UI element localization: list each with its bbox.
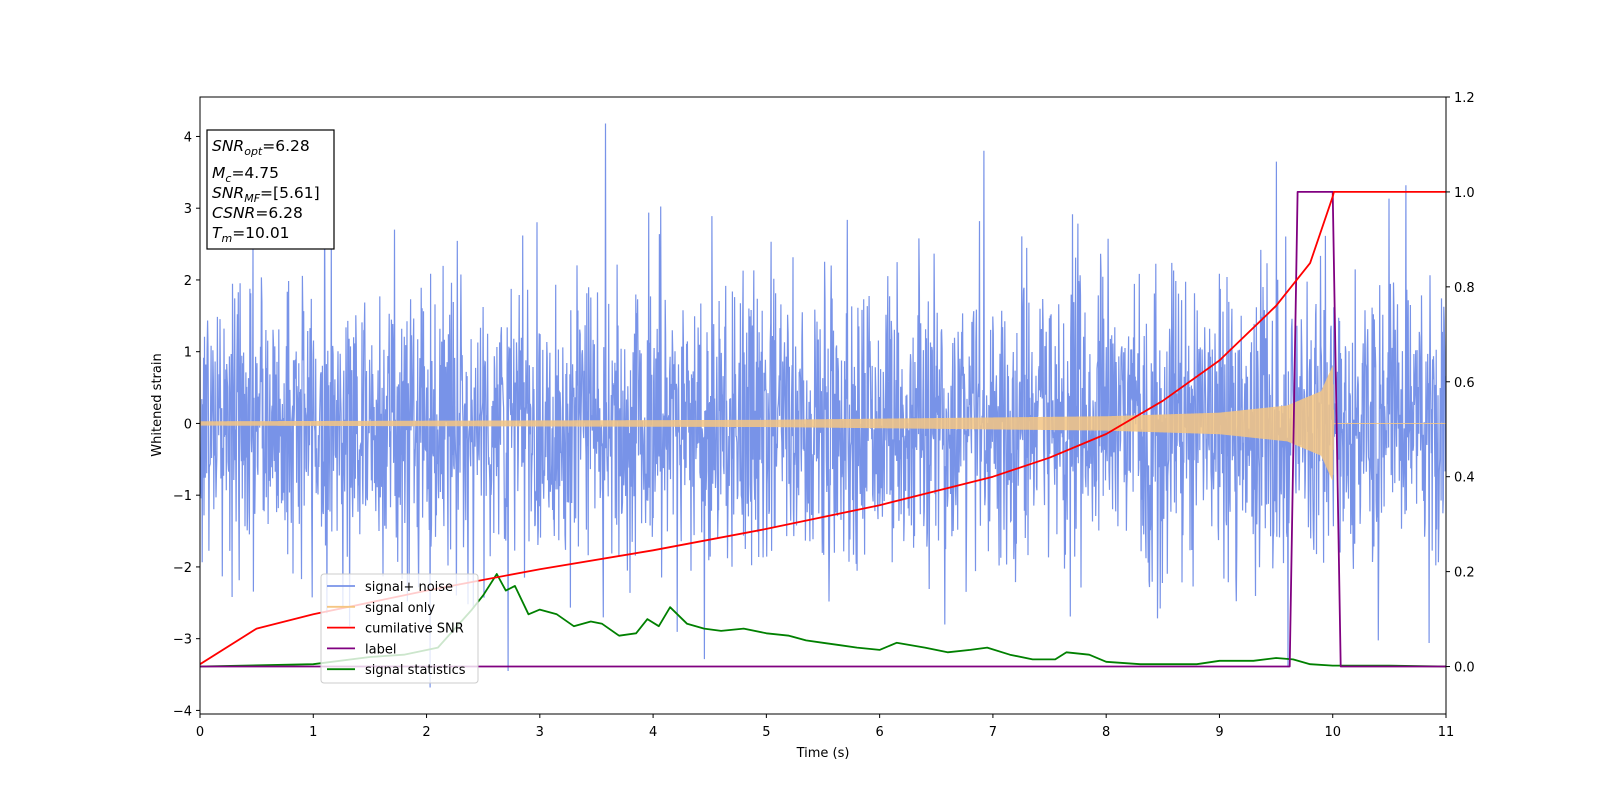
x-axis-title: Time (s): [796, 746, 850, 761]
y-axis-right: 0.0 0.2 0.4 0.6 0.8 1.0 1.2: [1446, 91, 1475, 676]
series-signal-only: [200, 366, 1446, 480]
plot-frame: [199, 96, 1447, 715]
y-tick-label: 1: [184, 346, 192, 361]
y-tick-label: −3: [173, 633, 192, 648]
info-tm: Tm=10.01: [212, 224, 290, 245]
info-csnr: CSNR=6.28: [212, 204, 303, 222]
x-tick-label: 7: [989, 725, 997, 740]
x-tick-label: 8: [1102, 725, 1110, 740]
info-mc: Mc=4.75: [212, 164, 279, 185]
y2-tick-label: 0.4: [1454, 471, 1475, 486]
legend-label: cumilative SNR: [365, 622, 464, 637]
x-tick-label: 10: [1324, 725, 1341, 740]
series-label: [200, 191, 1446, 668]
y2-tick-label: 0.6: [1454, 376, 1475, 391]
info-snr-opt: SNRopt=6.28: [212, 137, 310, 158]
y2-tick-label: 0.2: [1454, 566, 1475, 581]
y-tick-label: 2: [184, 274, 192, 289]
legend: signal+ noise signal only cumilative SNR la…: [320, 573, 479, 684]
x-tick-label: 6: [875, 725, 883, 740]
x-tick-label: 2: [422, 725, 430, 740]
legend-frame: [320, 573, 479, 684]
y-tick-label: −1: [173, 489, 192, 504]
x-tick-label: 11: [1438, 725, 1455, 740]
x-tick-label: 0: [196, 725, 204, 740]
legend-label: label: [365, 642, 396, 657]
y-tick-label: 3: [184, 202, 192, 217]
y-axis-title: Whitened strain: [150, 353, 165, 456]
y2-tick-label: 0.0: [1454, 661, 1475, 676]
y-tick-label: −4: [173, 704, 192, 719]
x-tick-label: 1: [309, 725, 317, 740]
legend-label: signal+ noise: [365, 580, 453, 595]
y-tick-label: 0: [184, 417, 192, 432]
x-tick-label: 4: [649, 725, 657, 740]
y2-tick-label: 1.2: [1454, 91, 1475, 106]
x-tick-label: 3: [536, 725, 544, 740]
y-axis-left: −4 −3 −2 −1 0 1 2 3 4: [173, 130, 200, 719]
x-tick-label: 9: [1215, 725, 1223, 740]
y2-tick-label: 0.8: [1454, 281, 1475, 296]
info-box-frame: [206, 129, 335, 250]
legend-label: signal only: [365, 601, 435, 616]
y-tick-label: 4: [184, 130, 192, 145]
y-tick-label: −2: [173, 561, 192, 576]
x-axis: 0 1 2 3 4 5 6 7 8 9 10 11: [196, 714, 1454, 740]
x-tick-label: 5: [762, 725, 770, 740]
legend-label: signal statistics: [365, 663, 466, 678]
info-snr-mf: SNRMF=[5.61]: [212, 184, 320, 205]
y2-tick-label: 1.0: [1454, 186, 1475, 201]
series-signal-statistics: [200, 573, 1446, 668]
info-box: SNRopt=6.28 Mc=4.75 SNRMF=[5.61] CSNR=6.…: [206, 129, 335, 250]
